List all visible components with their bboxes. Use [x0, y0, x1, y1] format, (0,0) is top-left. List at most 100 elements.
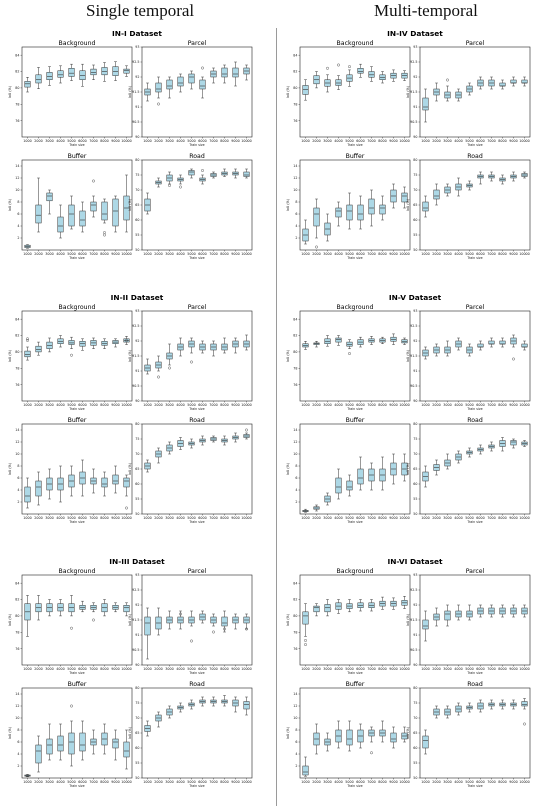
x-tick-label: 7000: [209, 139, 217, 143]
y-tick-label: 12: [15, 176, 19, 180]
y-tick-label: 6: [17, 740, 19, 744]
x-tick-label: 3000: [45, 403, 53, 407]
x-tick-label: 3000: [443, 252, 451, 256]
x-tick-label: 7000: [487, 403, 495, 407]
y-tick-label: 12: [15, 704, 19, 708]
y-axis-label: IoU (%): [286, 350, 290, 362]
y-axis-label: IoU (%): [286, 463, 290, 475]
y-tick-label: 50: [135, 512, 139, 516]
x-tick-label: 8000: [100, 403, 108, 407]
x-tick-label: 9000: [231, 252, 239, 256]
x-tick-label: 5000: [187, 780, 195, 784]
y-tick-label: 60: [413, 482, 417, 486]
y-tick-label: 84: [15, 53, 19, 57]
y-tick-label: 91: [413, 369, 417, 373]
y-tick-label: 82: [293, 598, 297, 602]
y-tick-label: 10: [293, 452, 297, 456]
outlier-point: [512, 357, 515, 361]
y-tick-label: 4: [17, 752, 19, 756]
x-tick-label: 8000: [378, 403, 386, 407]
x-tick-label: 2000: [34, 403, 42, 407]
x-tick-label: 10000: [241, 516, 252, 520]
iqr-box: [112, 605, 119, 610]
x-tick-label: 8000: [100, 516, 108, 520]
iqr-box: [79, 605, 86, 610]
x-tick-label: 3000: [443, 139, 451, 143]
x-tick-label: 8000: [220, 139, 228, 143]
y-tick-label: 55: [413, 233, 417, 237]
x-tick-label: 5000: [345, 139, 353, 143]
x-axis-label: Train size: [346, 407, 362, 411]
y-tick-label: 50: [135, 776, 139, 780]
y-tick-label: 80: [135, 422, 139, 426]
y-tick-label: 84: [293, 317, 297, 321]
x-tick-label: 2000: [432, 403, 440, 407]
outlier-point: [201, 169, 204, 172]
y-axis-label: IoU (%): [128, 463, 132, 475]
x-tick-label: 3000: [323, 667, 331, 671]
iqr-box: [35, 74, 42, 84]
y-tick-label: 80: [413, 422, 417, 426]
x-tick-label: 5000: [67, 516, 75, 520]
x-tick-label: 3000: [323, 780, 331, 784]
panel-title: Background: [59, 304, 96, 311]
plot-frame: [21, 574, 133, 666]
x-axis-label: Train size: [466, 671, 482, 675]
x-tick-label: 10000: [241, 252, 252, 256]
x-tick-label: 10000: [399, 780, 410, 784]
dataset-title: IN-I Dataset: [112, 29, 162, 38]
y-tick-label: 60: [413, 218, 417, 222]
y-axis-label: IoU (%): [286, 614, 290, 626]
x-tick-label: 1000: [143, 403, 151, 407]
iqr-box: [35, 480, 42, 497]
iqr-box: [302, 765, 309, 776]
iqr-box: [90, 68, 97, 76]
y-tick-label: 10: [15, 452, 19, 456]
y-axis-label: IoU (%): [128, 199, 132, 211]
x-tick-label: 9000: [509, 403, 517, 407]
iqr-box: [335, 477, 342, 494]
x-tick-label: 4000: [176, 403, 184, 407]
outlier-point: [157, 375, 160, 379]
outlier-point: [179, 185, 182, 189]
x-tick-label: 1000: [301, 667, 309, 671]
y-tick-label: 4: [295, 752, 297, 756]
x-tick-label: 6000: [198, 516, 206, 520]
x-tick-label: 6000: [356, 516, 364, 520]
iqr-box: [101, 341, 108, 346]
y-tick-label: 91.5: [410, 90, 417, 94]
x-tick-label: 5000: [187, 252, 195, 256]
y-tick-label: 65: [413, 467, 417, 471]
x-tick-label: 7000: [367, 780, 375, 784]
x-tick-label: 1000: [421, 252, 429, 256]
iqr-box: [313, 207, 320, 227]
x-tick-label: 9000: [231, 667, 239, 671]
y-tick-label: 92: [135, 75, 139, 79]
x-tick-label: 4000: [454, 516, 462, 520]
y-tick-label: 2: [295, 500, 297, 504]
x-axis-label: Train size: [466, 520, 482, 524]
iqr-box: [346, 341, 353, 347]
x-tick-label: 6000: [356, 780, 364, 784]
x-tick-label: 4000: [454, 667, 462, 671]
y-axis-label: IoU (%): [406, 463, 410, 475]
y-axis-label: IoU (%): [8, 199, 12, 211]
x-tick-label: 9000: [389, 139, 397, 143]
y-tick-label: 76: [293, 383, 297, 387]
panel-title: Background: [59, 40, 96, 47]
x-tick-label: 1000: [301, 139, 309, 143]
x-tick-label: 3000: [45, 516, 53, 520]
x-tick-label: 6000: [78, 403, 86, 407]
x-tick-label: 5000: [67, 403, 75, 407]
x-tick-label: 10000: [399, 252, 410, 256]
y-tick-label: 70: [135, 716, 139, 720]
x-tick-label: 7000: [487, 780, 495, 784]
y-tick-label: 78: [15, 366, 19, 370]
y-tick-label: 84: [15, 317, 19, 321]
x-tick-label: 9000: [231, 780, 239, 784]
x-tick-label: 7000: [367, 403, 375, 407]
x-tick-label: 9000: [231, 403, 239, 407]
y-tick-label: 91.5: [132, 90, 139, 94]
x-tick-label: 4000: [334, 780, 342, 784]
x-tick-label: 1000: [421, 780, 429, 784]
